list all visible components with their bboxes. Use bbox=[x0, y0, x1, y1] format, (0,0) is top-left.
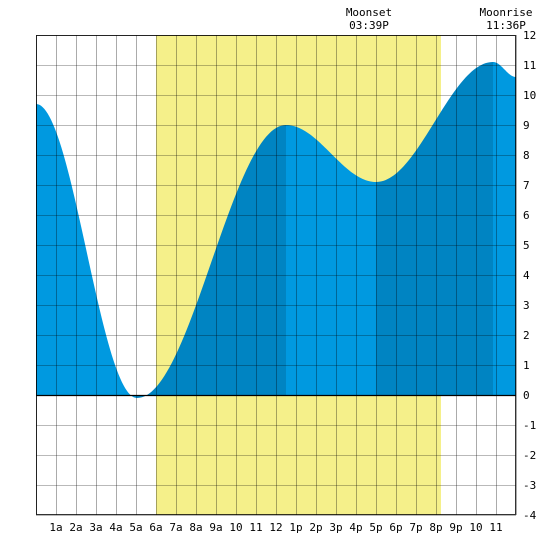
x-tick-label: 8p bbox=[429, 521, 442, 534]
tide-area bbox=[36, 62, 516, 398]
x-tick-label: 2a bbox=[69, 521, 82, 534]
grid bbox=[36, 35, 517, 516]
y-tick-label: -1 bbox=[523, 419, 536, 432]
x-tick-label: 3a bbox=[89, 521, 102, 534]
y-tick-label: 12 bbox=[523, 29, 536, 42]
x-tick-label: 11 bbox=[249, 521, 262, 534]
x-tick-label: 10 bbox=[229, 521, 242, 534]
moon-event-time: 11:36P bbox=[486, 19, 526, 32]
x-tick-label: 1a bbox=[49, 521, 62, 534]
y-tick-label: 0 bbox=[523, 389, 530, 402]
y-tick-label: 8 bbox=[523, 149, 530, 162]
y-tick-label: 10 bbox=[523, 89, 536, 102]
tide-segment-falling bbox=[493, 62, 516, 395]
moon-event-label: Moonset bbox=[346, 6, 392, 19]
tide-segment-falling bbox=[36, 104, 137, 398]
x-tick-label: 6p bbox=[389, 521, 402, 534]
tide-segment-falling bbox=[286, 125, 376, 395]
x-tick-label: 7a bbox=[169, 521, 182, 534]
y-tick-label: 1 bbox=[523, 359, 530, 372]
moon-event-time: 03:39P bbox=[349, 19, 389, 32]
y-tick-label: 3 bbox=[523, 299, 530, 312]
x-tick-label: 2p bbox=[309, 521, 322, 534]
y-tick-label: -2 bbox=[523, 449, 536, 462]
y-tick-label: 2 bbox=[523, 329, 530, 342]
x-tick-label: 1p bbox=[289, 521, 302, 534]
x-tick-label: 5p bbox=[369, 521, 382, 534]
y-tick-label: 11 bbox=[523, 59, 536, 72]
x-tick-label: 7p bbox=[409, 521, 422, 534]
tide-segment-rising bbox=[376, 62, 493, 395]
x-tick-label: 11 bbox=[489, 521, 502, 534]
y-tick-label: 9 bbox=[523, 119, 530, 132]
tide-segment-rising bbox=[137, 125, 286, 398]
y-tick-label: 7 bbox=[523, 179, 530, 192]
plot-border bbox=[36, 35, 516, 515]
y-tick-label: -3 bbox=[523, 479, 536, 492]
moon-event-label: Moonrise bbox=[480, 6, 533, 19]
y-tick-label: -4 bbox=[523, 509, 537, 522]
x-tick-label: 12 bbox=[269, 521, 282, 534]
x-tick-label: 9a bbox=[209, 521, 222, 534]
x-tick-label: 4a bbox=[109, 521, 122, 534]
x-axis-tick-labels: 1a 2a 3a 4a 5a 6a 7a 8a 9a 10 11 12 1p 2p 3p 4p 5p 6p 7p 8p… bbox=[49, 521, 502, 534]
x-tick-label: 9p bbox=[449, 521, 462, 534]
y-tick-label: 4 bbox=[523, 269, 530, 282]
x-tick-label: 5a bbox=[129, 521, 142, 534]
y-tick-label: 6 bbox=[523, 209, 530, 222]
x-tick-label: 3p bbox=[329, 521, 342, 534]
x-tick-label: 8a bbox=[189, 521, 202, 534]
x-tick-label: 4p bbox=[349, 521, 362, 534]
x-tick-label: 6a bbox=[149, 521, 162, 534]
y-tick-label: 5 bbox=[523, 239, 530, 252]
x-tick-label: 10 bbox=[469, 521, 482, 534]
